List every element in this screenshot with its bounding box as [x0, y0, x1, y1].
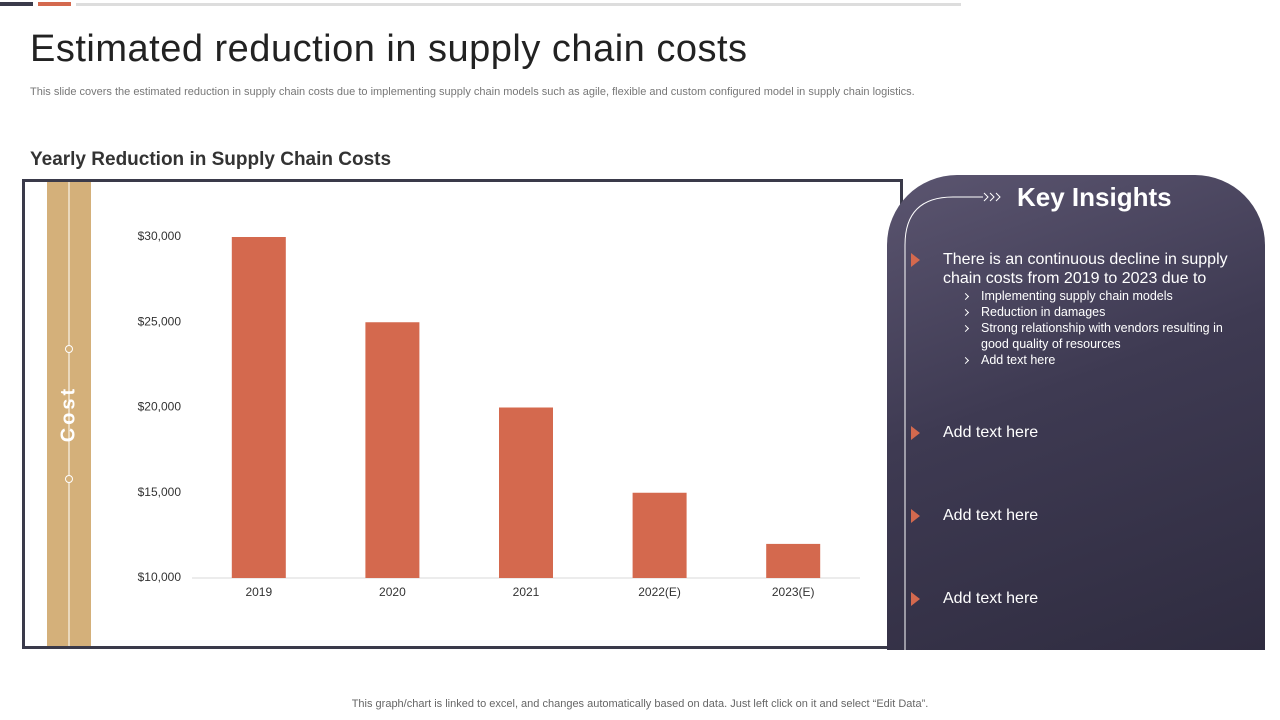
x-tick-label: 2022(E): [638, 585, 681, 599]
insight-subitem: Add text here: [981, 352, 1243, 368]
x-tick-label: 2023(E): [772, 585, 815, 599]
x-tick-label: 2021: [513, 585, 540, 599]
y-tick-label: $30,000: [138, 229, 182, 243]
insight-item: There is an continuous decline in supply…: [911, 250, 1243, 368]
y-tick-label: $20,000: [138, 400, 182, 414]
panel-decoration: [904, 192, 1001, 650]
footer-note: This graph/chart is linked to excel, and…: [351, 698, 929, 710]
bar: [632, 492, 687, 578]
x-tick-label: 2019: [245, 585, 272, 599]
insight-text: Add text here: [943, 507, 1039, 524]
insight-item: Add text here: [911, 423, 1243, 442]
insight-subitem: Strong relationship with vendors resulti…: [981, 320, 1243, 352]
chart-title: Yearly Reduction in Supply Chain Costs: [30, 149, 392, 170]
insights-title: Key Insights: [1017, 182, 1172, 212]
title: Estimated reduction in supply chain cost…: [30, 28, 748, 70]
top-decoration: [0, 2, 961, 6]
bar: [365, 322, 420, 578]
x-tick-label: 2020: [379, 585, 406, 599]
bar: [231, 237, 286, 578]
insight-text: There is an continuous decline in supply…: [943, 251, 1228, 287]
bar: [766, 543, 821, 578]
insights-panel: Key Insights There is an continuous decl…: [887, 175, 1265, 650]
insight-text: Add text here: [943, 424, 1039, 441]
y-tick-label: $25,000: [138, 314, 182, 328]
insight-item: Add text here: [911, 589, 1243, 608]
y-tick-label: $15,000: [138, 485, 182, 499]
subtitle: This slide covers the estimated reductio…: [30, 86, 915, 98]
insight-item: Add text here: [911, 506, 1243, 525]
chart: Cost $10,000 $15,000 $20,000 $25,000 $30,000…: [22, 179, 903, 649]
insight-subitem: Reduction in damages: [981, 304, 1243, 320]
insight-subitem: Implementing supply chain models: [981, 288, 1243, 304]
y-axis-label: Cost: [57, 386, 79, 442]
y-tick-label: $10,000: [138, 570, 182, 584]
bar: [499, 407, 553, 578]
insight-text: Add text here: [943, 590, 1039, 607]
